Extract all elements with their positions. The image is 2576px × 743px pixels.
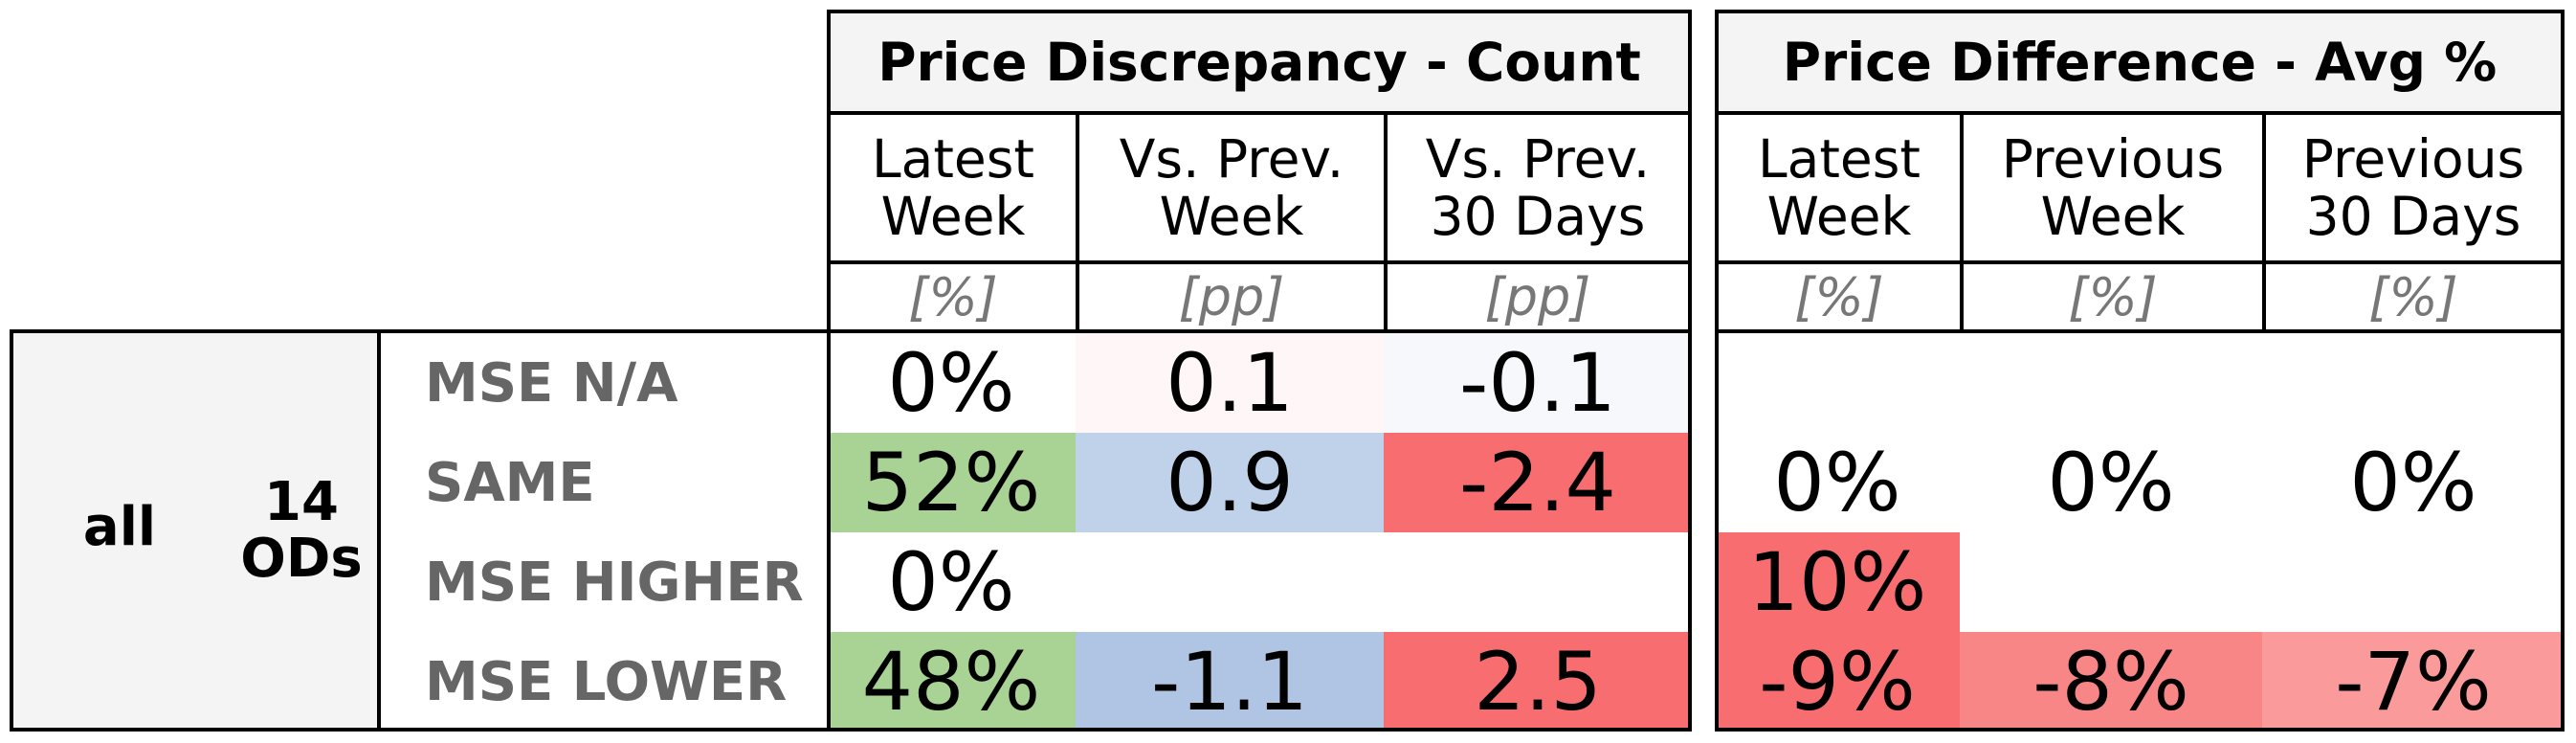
column-unit: [%]	[827, 260, 1079, 333]
row-labels-panel	[381, 329, 827, 732]
row-label-mse-higher: MSE HIGHER	[425, 551, 804, 614]
data-cell: 0%	[1960, 433, 2262, 532]
data-cell: 0%	[827, 333, 1076, 433]
data-cell: 2.5	[1384, 632, 1692, 732]
data-cell	[1960, 532, 2262, 632]
table-body-frame	[1715, 329, 2565, 732]
data-cell	[1960, 333, 2262, 433]
data-cell: -7%	[2262, 632, 2565, 732]
data-cell	[1384, 532, 1692, 632]
data-cell: -0.1	[1384, 333, 1692, 433]
row-group-label: all	[82, 495, 157, 558]
data-cell: 10%	[1715, 532, 1960, 632]
data-cell: 48%	[827, 632, 1076, 732]
data-cell	[2262, 532, 2565, 632]
column-header: Vs. Prev. Week	[1076, 111, 1388, 264]
table-title: Price Discrepancy - Count	[827, 10, 1692, 115]
column-unit: [%]	[2262, 260, 2565, 333]
data-cell	[1076, 532, 1384, 632]
row-label-same: SAME	[425, 451, 595, 514]
column-header: Previous 30 Days	[2262, 111, 2565, 264]
column-header: Previous Week	[1960, 111, 2266, 264]
data-cell: 0.9	[1076, 433, 1384, 532]
data-cell: 0%	[1715, 433, 1960, 532]
data-cell: -9%	[1715, 632, 1960, 732]
column-header: Latest Week	[1715, 111, 1964, 264]
data-cell: -1.1	[1076, 632, 1384, 732]
table-body-frame	[827, 329, 1692, 732]
data-cell	[1715, 333, 1960, 433]
data-cell: 52%	[827, 433, 1076, 532]
column-header: Vs. Prev. 30 Days	[1384, 111, 1692, 264]
row-group-count: 14 ODs	[240, 471, 363, 590]
column-unit: [%]	[1960, 260, 2266, 333]
row-group-panel	[10, 329, 381, 732]
data-cell: 0.1	[1076, 333, 1384, 433]
table-title: Price Difference - Avg %	[1715, 10, 2565, 115]
row-label-mse-n-a: MSE N/A	[425, 351, 678, 415]
column-unit: [pp]	[1076, 260, 1388, 333]
row-group-divider	[377, 329, 381, 732]
row-label-mse-lower: MSE LOWER	[425, 650, 788, 713]
data-cell: 0%	[827, 532, 1076, 632]
data-cell: -2.4	[1384, 433, 1692, 532]
data-cell: 0%	[2262, 433, 2565, 532]
column-unit: [%]	[1715, 260, 1964, 333]
data-cell	[2262, 333, 2565, 433]
column-unit: [pp]	[1384, 260, 1692, 333]
data-cell: -8%	[1960, 632, 2262, 732]
column-header: Latest Week	[827, 111, 1079, 264]
